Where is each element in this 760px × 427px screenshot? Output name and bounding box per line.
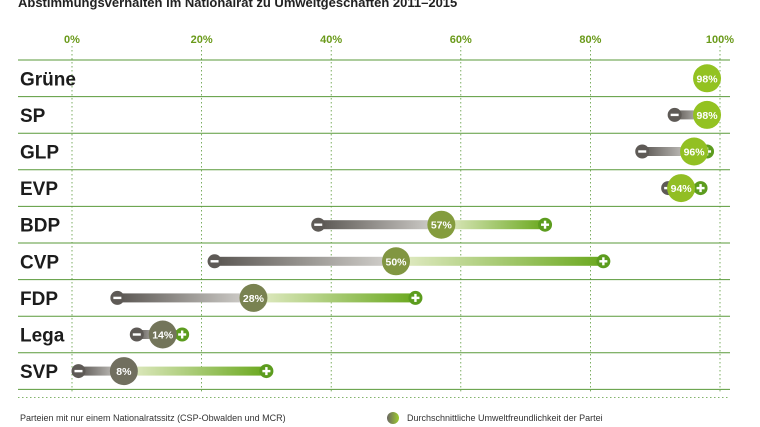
average-bubble bbox=[109, 357, 138, 386]
party-row: SVP 8% bbox=[20, 357, 274, 386]
tick-label: 40% bbox=[320, 34, 342, 46]
party-label: FDP bbox=[20, 289, 58, 310]
minus-icon bbox=[210, 260, 219, 263]
footnote-text: Parteien mit nur einem Nationalratssitz … bbox=[20, 413, 286, 423]
party-label: SVP bbox=[20, 362, 58, 383]
tick-label: 100% bbox=[706, 34, 734, 46]
average-label: 28% bbox=[243, 293, 265, 305]
party-label: Grüne bbox=[20, 69, 76, 90]
tick-label: 80% bbox=[579, 34, 601, 46]
minus-icon bbox=[314, 223, 323, 226]
tick-label: 0% bbox=[64, 34, 80, 46]
range-bar-negative bbox=[78, 366, 124, 376]
average-label: 57% bbox=[431, 220, 453, 232]
plus-icon bbox=[699, 184, 702, 193]
average-bubble bbox=[693, 100, 722, 129]
average-bubble bbox=[239, 283, 268, 312]
average-bubble bbox=[382, 247, 410, 276]
average-bubble bbox=[680, 137, 709, 166]
range-bar-negative bbox=[214, 256, 396, 266]
party-row: SP 98% bbox=[20, 100, 722, 129]
party-row: EVP 94% bbox=[20, 174, 708, 203]
legend-gradient-dot bbox=[387, 412, 399, 424]
party-label: SP bbox=[20, 106, 46, 127]
plus-icon bbox=[265, 367, 268, 376]
range-bar-negative bbox=[318, 220, 442, 230]
party-label: EVP bbox=[20, 179, 58, 200]
party-row: FDP 28% bbox=[20, 283, 423, 312]
average-label: 98% bbox=[697, 73, 719, 85]
range-bar-positive bbox=[123, 366, 267, 376]
party-row: Lega 14% bbox=[20, 320, 190, 349]
average-label: 96% bbox=[684, 147, 706, 159]
grid bbox=[18, 46, 730, 398]
plus-icon bbox=[414, 293, 417, 302]
range-bar-positive bbox=[253, 293, 416, 303]
range-bar-positive bbox=[441, 220, 546, 230]
minus-icon bbox=[74, 369, 83, 373]
plus-icon bbox=[602, 257, 605, 266]
plus-icon bbox=[180, 330, 184, 339]
average-bubble bbox=[667, 174, 696, 203]
average-label: 14% bbox=[152, 330, 174, 342]
range-bar-negative bbox=[674, 110, 708, 120]
party-row: CVP 50% bbox=[20, 247, 611, 276]
minus-icon bbox=[638, 150, 647, 153]
average-label: 94% bbox=[671, 183, 693, 195]
party-label: BDP bbox=[20, 216, 60, 237]
average-bubble bbox=[693, 64, 722, 93]
average-label: 98% bbox=[697, 110, 719, 122]
average-label: 50% bbox=[385, 256, 407, 268]
minus-icon bbox=[132, 333, 141, 336]
tick-label: 60% bbox=[450, 34, 472, 46]
x-axis-ticks: 0% 20% 40% 60% 80% 100% bbox=[64, 34, 734, 46]
average-label: 8% bbox=[116, 366, 132, 378]
minus-icon bbox=[670, 113, 679, 117]
average-bubble bbox=[148, 320, 177, 349]
chart-title: Abstimmungsverhalten im Nationalrat zu U… bbox=[18, 0, 457, 10]
party-row: BDP 57% bbox=[20, 210, 553, 239]
plus-icon bbox=[543, 220, 547, 229]
minus-icon bbox=[113, 296, 122, 300]
average-bubble bbox=[427, 210, 456, 239]
party-label: GLP bbox=[20, 143, 59, 164]
party-rows: Grüne 98% SP 98% GLP 96% EVP 94% BDP 57% CVP 50% FDP… bbox=[20, 64, 722, 386]
party-label: CVP bbox=[20, 252, 59, 273]
party-row: GLP 96% bbox=[20, 137, 715, 166]
range-bar-positive bbox=[396, 256, 604, 266]
legend-text: Durchschnittliche Umweltfreundlichkeit d… bbox=[407, 413, 603, 423]
range-bar-negative bbox=[642, 147, 695, 156]
party-row: Grüne 98% bbox=[20, 64, 722, 93]
range-bar-negative bbox=[117, 293, 254, 303]
tick-label: 20% bbox=[191, 34, 213, 46]
party-label: Lega bbox=[20, 326, 65, 347]
